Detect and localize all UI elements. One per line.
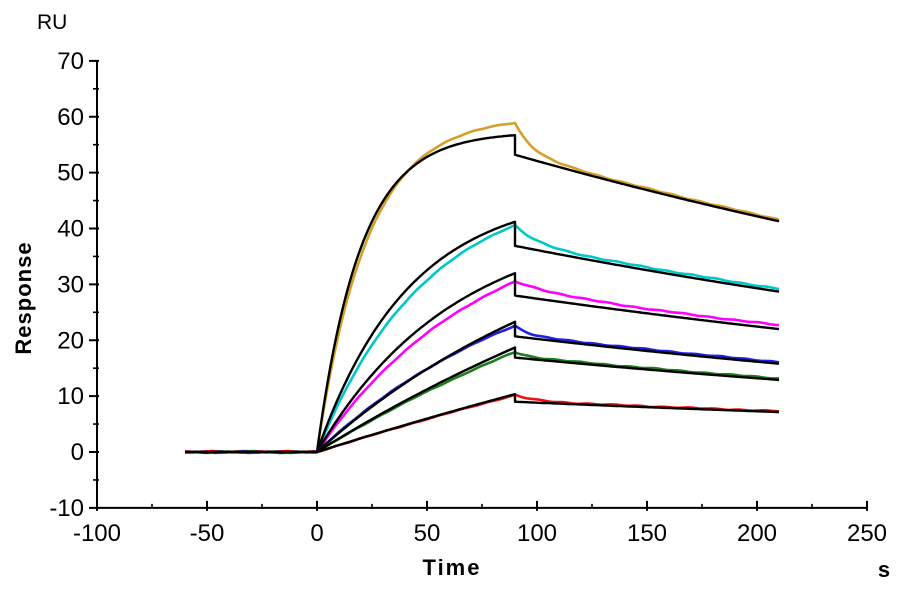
trace-magenta-fit-curve bbox=[185, 272, 780, 454]
y-tick-label: 0 bbox=[71, 439, 84, 466]
y-tick-label: 60 bbox=[57, 104, 84, 131]
y-tick-label: 30 bbox=[57, 271, 84, 298]
y-tick-label: 70 bbox=[57, 48, 84, 75]
x-tick-label: 150 bbox=[627, 520, 667, 547]
y-tick-label: 20 bbox=[57, 327, 84, 354]
x-tick-label: 0 bbox=[310, 520, 323, 547]
x-tick-label: 50 bbox=[414, 520, 441, 547]
trace-red-fit-curve bbox=[185, 393, 779, 454]
x-axis-unit-label: s bbox=[877, 557, 891, 582]
trace-blue-data-curve bbox=[184, 324, 780, 455]
trace-blue-fit-curve bbox=[185, 320, 780, 454]
x-tick-label: 250 bbox=[847, 520, 887, 547]
x-axis-title: Time bbox=[422, 555, 482, 580]
x-tick-label: -50 bbox=[190, 520, 225, 547]
x-tick-label: 100 bbox=[517, 520, 557, 547]
y-tick-label: 50 bbox=[57, 160, 84, 187]
y-tick-label: 10 bbox=[57, 383, 84, 410]
trace-gold-fit-curve bbox=[185, 134, 780, 454]
trace-gold-data-curve bbox=[184, 121, 780, 455]
y-tick-label: 40 bbox=[57, 216, 84, 243]
x-tick-label: -100 bbox=[73, 520, 121, 547]
y-axis-unit-label: RU bbox=[37, 11, 68, 34]
y-axis-title: Response bbox=[11, 241, 36, 355]
y-tick-label: -10 bbox=[49, 495, 84, 522]
trace-green-fit-curve bbox=[185, 346, 780, 454]
trace-cyan-fit-curve bbox=[185, 220, 780, 454]
x-tick-label: 200 bbox=[737, 520, 777, 547]
